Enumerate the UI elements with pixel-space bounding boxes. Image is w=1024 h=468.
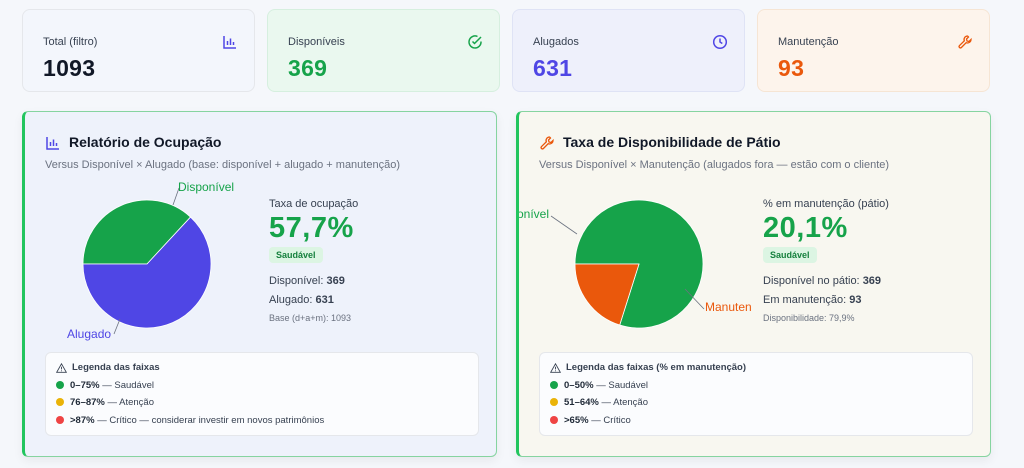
card-title: Relatório de Ocupação (69, 134, 222, 150)
stat-label: Total (filtro) (43, 36, 98, 48)
chart-icon (223, 36, 236, 49)
metric-value: 20,1% (763, 212, 848, 244)
occupancy-report-card: Relatório de Ocupação Versus Disponível … (22, 111, 497, 457)
legend-row: >65% — Crítico (550, 415, 631, 426)
stat-value: 631 (533, 55, 573, 81)
maintenance-line: Em manutenção: 93 (763, 294, 862, 306)
legend-box: Legenda das faixas (% em manutenção) 0–5… (539, 352, 973, 436)
warning-icon (56, 363, 67, 373)
pie-leader-line (172, 187, 180, 206)
pie-slice (82, 199, 192, 265)
pie-leader-line (684, 288, 705, 310)
stat-card-maintenance: Manutenção 93 (757, 9, 990, 92)
stat-value: 369 (288, 55, 328, 81)
pie-label: Manuten (705, 300, 752, 314)
pie-label: ponível (519, 207, 549, 221)
pie-label: Disponível (178, 180, 234, 194)
rented-line: Alugado: 631 (269, 294, 334, 306)
yard-availability-card: Taxa de Disponibilidade de Pátio Versus … (516, 111, 991, 457)
check-circle-icon (468, 35, 482, 49)
available-yard-line: Disponível no pátio: 369 (763, 275, 882, 287)
status-badge: Saudável (269, 247, 323, 263)
wrench-icon (958, 35, 972, 49)
stat-label: Disponíveis (288, 36, 345, 48)
legend-row: 76–87% — Atenção (56, 397, 154, 408)
legend-title: Legenda das faixas (72, 362, 160, 373)
pie-label: Alugado (67, 327, 111, 341)
pie-slice (82, 216, 212, 329)
clock-icon (712, 34, 728, 50)
pie-slice (574, 263, 640, 326)
availability-note: Disponibilidade: 79,9% (763, 313, 855, 323)
pie-leader-line (550, 215, 578, 235)
legend-box: Legenda das faixas 0–75% — Saudável 76–8… (45, 352, 479, 436)
available-line: Disponível: 369 (269, 275, 345, 287)
stat-card-rented: Alugados 631 (512, 9, 745, 92)
wrench-icon (540, 136, 554, 150)
occupancy-pie-chart: Disponível Alugado (67, 180, 234, 341)
card-subtitle: Versus Disponível × Alugado (base: dispo… (45, 159, 400, 171)
stat-label: Manutenção (778, 36, 839, 48)
card-subtitle: Versus Disponível × Manutenção (alugados… (539, 159, 890, 171)
base-note: Base (d+a+m): 1093 (269, 313, 352, 323)
pie-leader-line (113, 318, 121, 335)
warning-icon (550, 363, 561, 373)
stat-label: Alugados (533, 36, 579, 48)
stat-card-available: Disponíveis 369 (267, 9, 500, 92)
status-badge: Saudável (763, 247, 817, 263)
chart-icon (46, 137, 59, 150)
metric-label: % em manutenção (pátio) (763, 198, 889, 210)
legend-row: 0–50% — Saudável (550, 380, 648, 391)
pie-slice (574, 199, 704, 329)
legend-title: Legenda das faixas (% em manutenção) (566, 362, 747, 373)
availability-pie-chart: ponível Manuten (519, 199, 752, 329)
metric-value: 57,7% (269, 212, 354, 244)
legend-row: 0–75% — Saudável (56, 380, 154, 391)
card-title: Taxa de Disponibilidade de Pátio (563, 134, 781, 150)
stat-card-total: Total (filtro) 1093 (22, 9, 255, 92)
legend-row: 51–64% — Atenção (550, 397, 648, 408)
legend-row: >87% — Crítico — considerar investir em … (56, 415, 324, 426)
stat-value: 93 (778, 55, 805, 81)
metric-label: Taxa de ocupação (269, 198, 359, 210)
stat-value: 1093 (43, 55, 96, 81)
